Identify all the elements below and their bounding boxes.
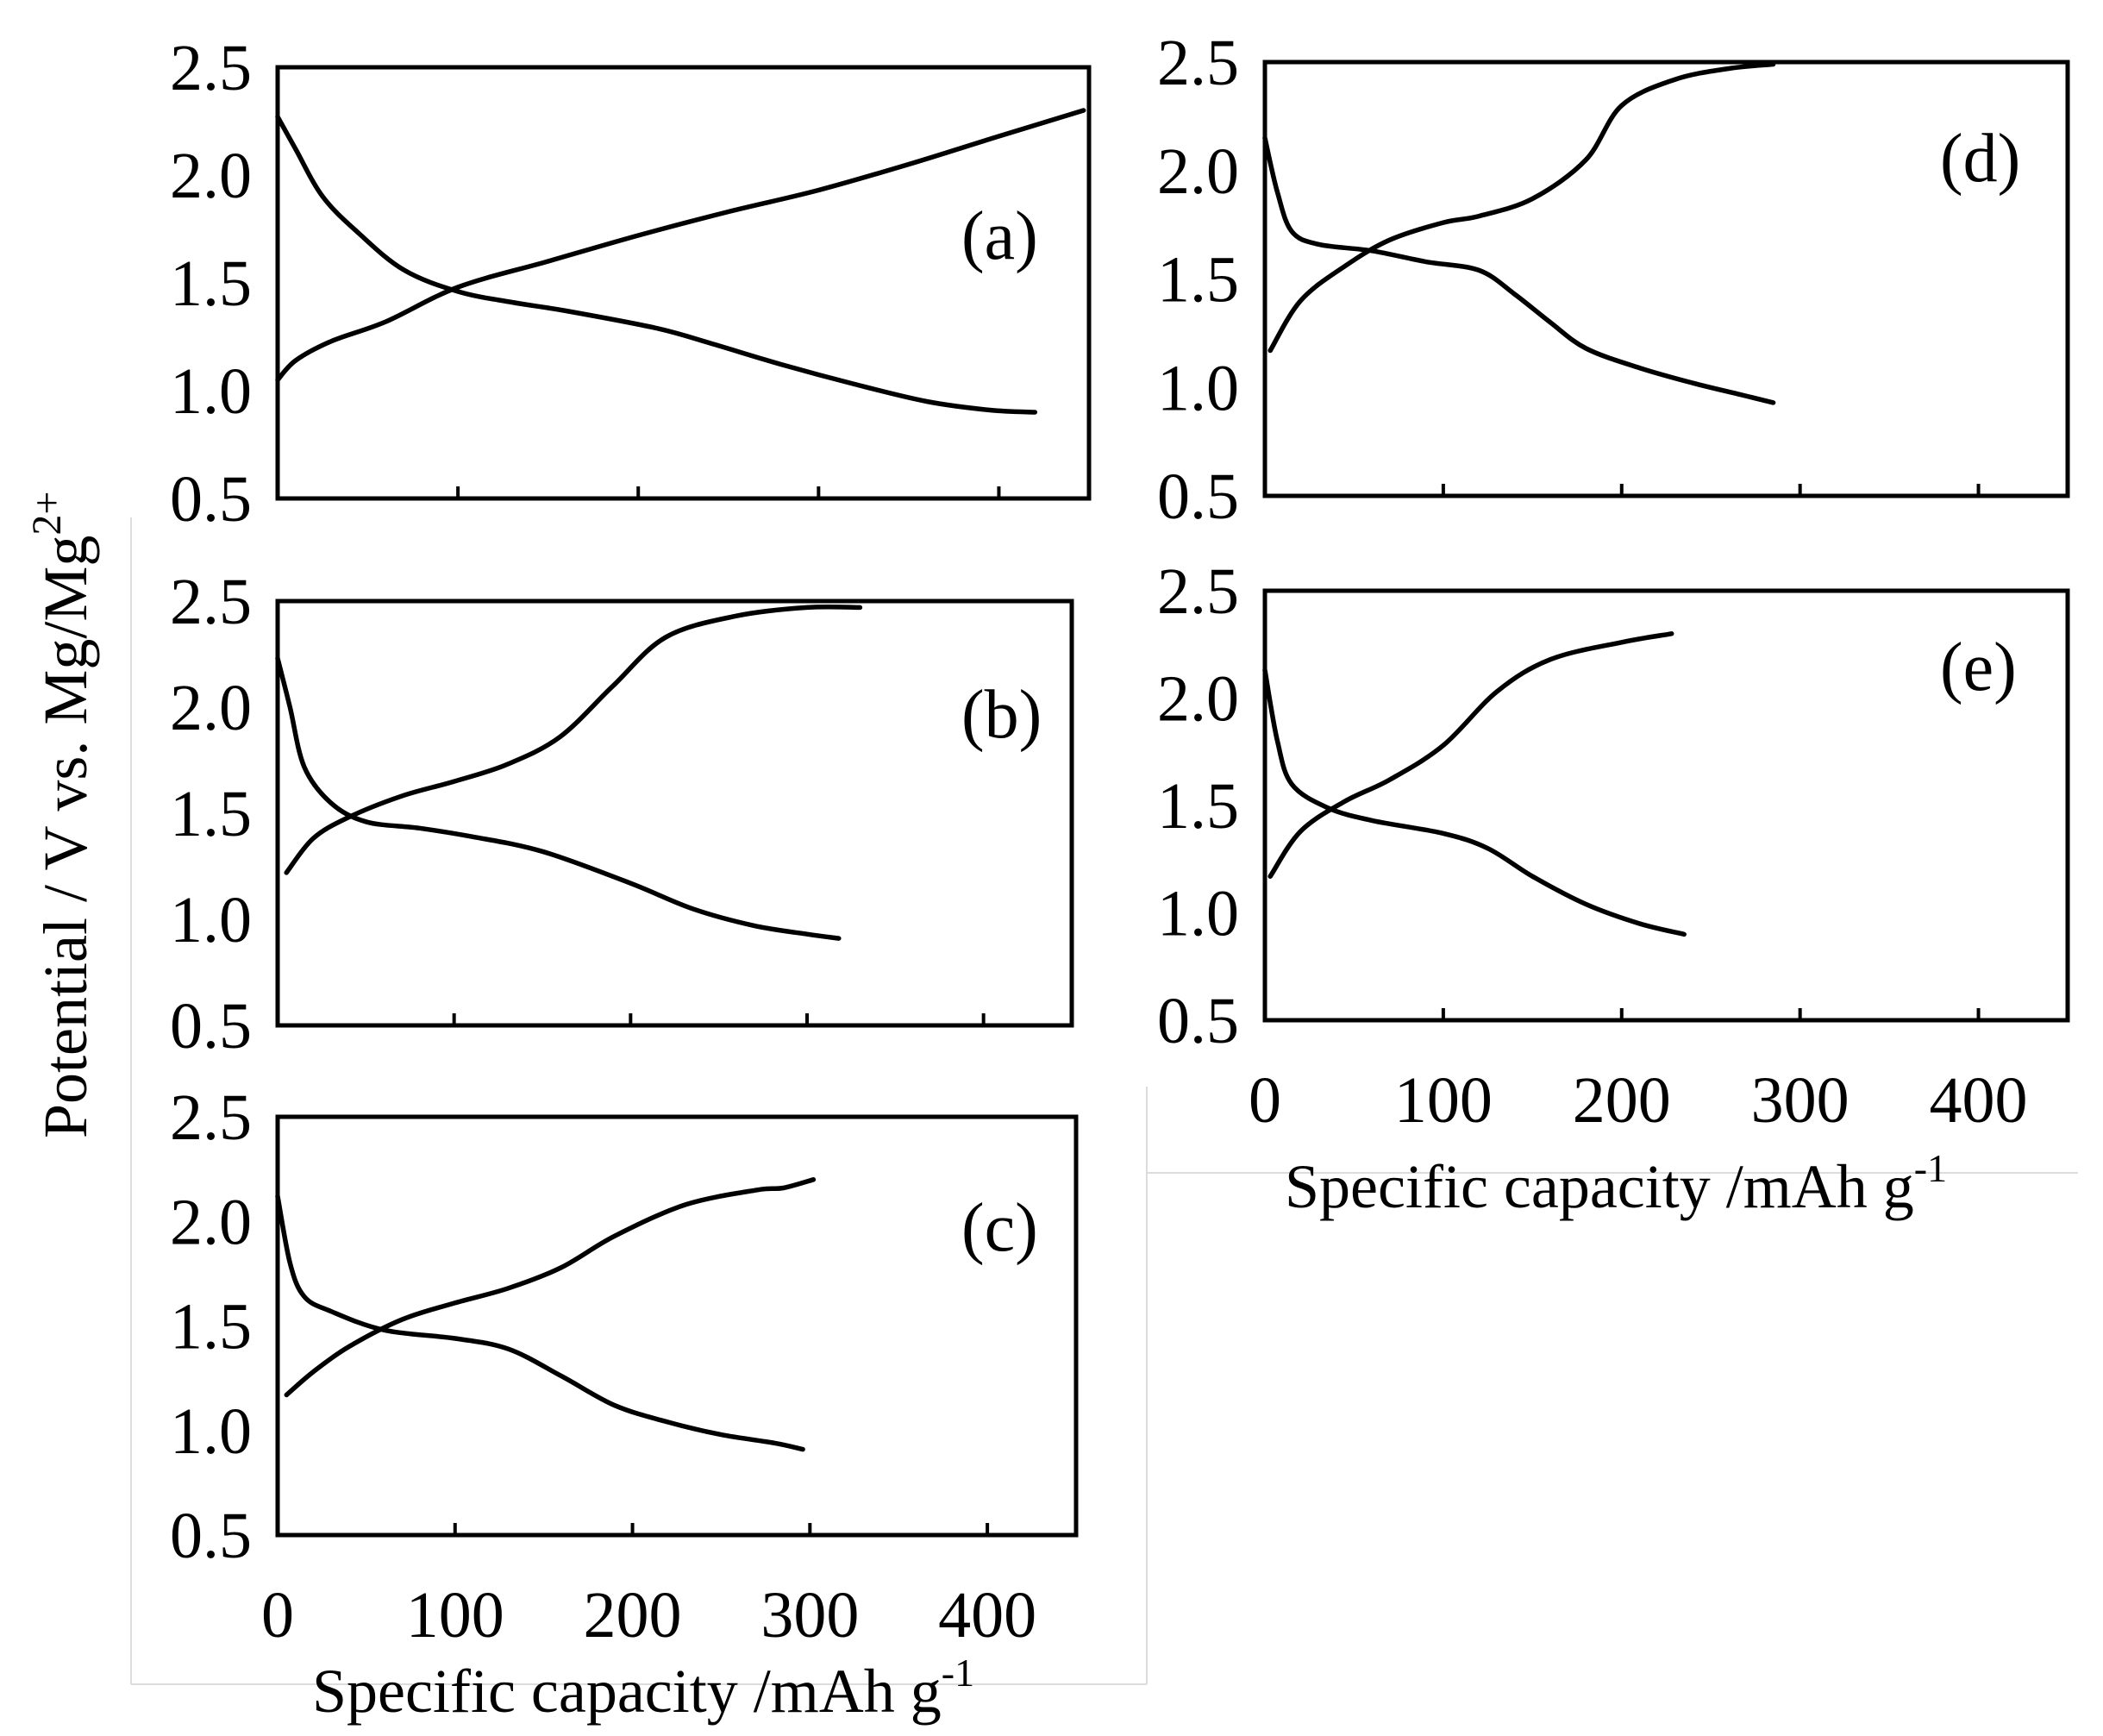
x-tick-label: 400 <box>1930 1064 2028 1137</box>
y-tick-label: 2.0 <box>170 672 252 744</box>
x-tick-label: 0 <box>1249 1064 1281 1137</box>
y-tick-label: 2.0 <box>170 140 252 212</box>
y-tick-label: 1.5 <box>170 778 252 850</box>
discharge-curve <box>1262 667 1687 937</box>
y-tick-label: 1.5 <box>1157 244 1239 316</box>
charge-curve <box>284 604 863 875</box>
y-tick-label: 0.5 <box>170 1500 252 1572</box>
y-tick-label: 1.0 <box>1157 878 1239 950</box>
y-tick-label: 1.0 <box>170 884 252 956</box>
y-tick-label: 2.0 <box>170 1186 252 1258</box>
y-tick-label: 2.5 <box>170 566 252 638</box>
panel-b: 0.5 1.0 1.5 2.0 2.5 (b) <box>170 566 1074 1062</box>
x-axis-title-right: Specific capacity /mAh g-1 <box>1285 1146 1947 1221</box>
y-tick-label: 2.0 <box>1157 663 1239 736</box>
plot-frame <box>1262 60 2070 498</box>
x-tick-label: 0 <box>261 1579 294 1651</box>
y-tick-label: 0.5 <box>170 463 252 536</box>
y-tick-label: 2.5 <box>1157 27 1239 99</box>
panel-label: (e) <box>1940 630 2017 705</box>
x-axis-title-left-main: Specific capacity /mAh g <box>312 1657 942 1726</box>
plot-frame <box>275 599 1074 1028</box>
x-axis-title-left: Specific capacity /mAh g-1 <box>312 1651 974 1726</box>
x-tick-label: 200 <box>1573 1064 1671 1137</box>
discharge-curve <box>275 655 842 941</box>
y-tick-label: 1.5 <box>170 1291 252 1363</box>
discharge-curve <box>275 114 1038 415</box>
panel-label: (d) <box>1940 121 2020 197</box>
charge-curve <box>1267 631 1674 879</box>
panel-label: (c) <box>961 1190 1038 1266</box>
panels-group: 0.5 1.0 1.5 2.0 2.5 (a) 0.5 1.0 1.5 2.0 2.5 (b) 0.5 1… <box>170 27 2070 1651</box>
y-axis-title: Potential / V vs. Mg/Mg2+ <box>24 491 100 1138</box>
y-axis-title-main: Potential / V vs. Mg/Mg <box>31 536 100 1138</box>
y-tick-label: 1.0 <box>170 1395 252 1468</box>
y-tick-label: 1.5 <box>1157 770 1239 843</box>
y-tick-label: 0.5 <box>1157 461 1239 533</box>
discharge-curve <box>1262 135 1776 405</box>
y-axis-title-superscript: 2+ <box>24 491 70 535</box>
y-tick-label: 1.0 <box>170 355 252 428</box>
x-tick-label: 100 <box>1394 1064 1493 1137</box>
panel-c: 0.5 1.0 1.5 2.0 2.5 0 100 200 300 400 (c) <box>170 1081 1079 1651</box>
plot-frame <box>1262 588 2070 1023</box>
x-axis-title-right-superscript: -1 <box>1914 1146 1947 1190</box>
panel-d: 0.5 1.0 1.5 2.0 2.5 (d) <box>1157 27 2070 533</box>
x-axis-title-right-main: Specific capacity /mAh g <box>1285 1152 1914 1221</box>
y-tick-label: 2.5 <box>1157 555 1239 628</box>
y-tick-label: 0.5 <box>170 990 252 1062</box>
plot-frame <box>275 65 1092 501</box>
discharge-curve <box>275 1194 805 1452</box>
y-tick-label: 2.0 <box>1157 135 1239 208</box>
y-tick-label: 1.5 <box>170 248 252 320</box>
panel-a: 0.5 1.0 1.5 2.0 2.5 (a) <box>170 32 1092 536</box>
charge-curve <box>275 108 1086 383</box>
x-tick-label: 200 <box>584 1579 682 1651</box>
y-tick-label: 2.5 <box>170 32 252 104</box>
plot-frame <box>275 1114 1079 1538</box>
x-tick-label: 400 <box>938 1579 1036 1651</box>
panel-label: (b) <box>961 677 1042 753</box>
x-tick-label: 300 <box>760 1579 859 1651</box>
panel-label: (a) <box>961 198 1038 274</box>
y-tick-label: 1.0 <box>1157 352 1239 424</box>
x-tick-label: 300 <box>1751 1064 1850 1137</box>
x-axis-title-left-superscript: -1 <box>942 1651 974 1695</box>
y-tick-label: 0.5 <box>1157 985 1239 1057</box>
x-tick-label: 100 <box>406 1579 504 1651</box>
panel-e: 0.5 1.0 1.5 2.0 2.5 0 100 200 300 400 (e) <box>1157 555 2070 1137</box>
y-tick-label: 2.5 <box>170 1081 252 1154</box>
charge-curve <box>284 1177 817 1398</box>
charge-curve <box>1267 61 1776 354</box>
